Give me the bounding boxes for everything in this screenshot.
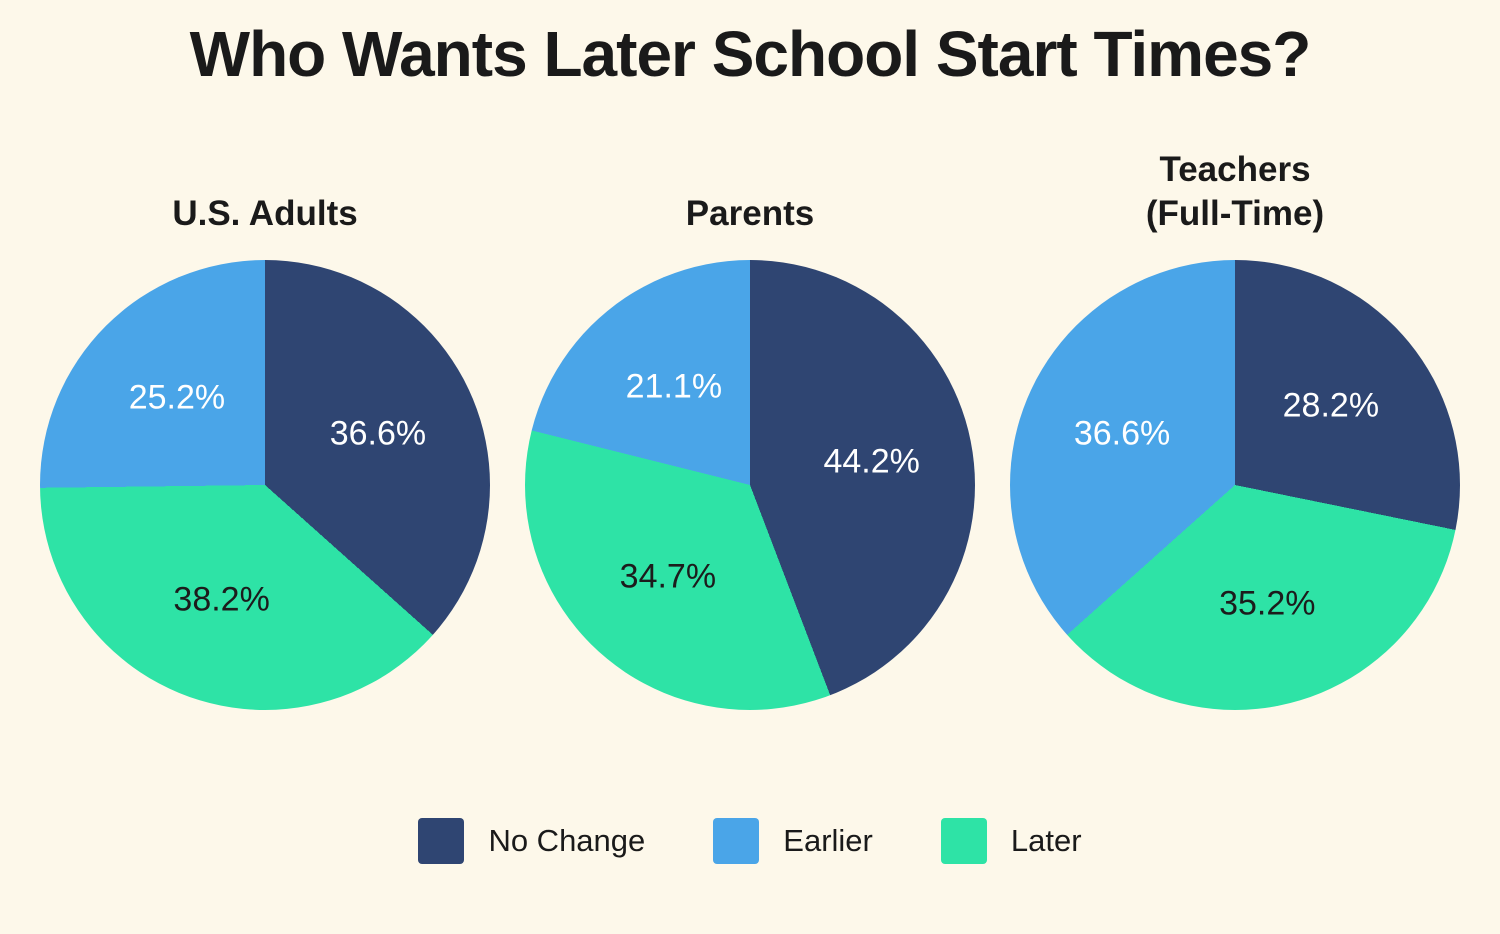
legend-swatch-earlier <box>713 817 760 864</box>
pie-chart-parents: Parents 44.2% 34.7% 21.1% <box>520 140 980 710</box>
legend-item-earlier: Earlier <box>713 817 873 864</box>
pie-us-adults: 36.6% 38.2% 25.2% <box>40 259 490 710</box>
chart-title-box: Parents <box>686 140 814 260</box>
legend-item-no-change: No Change <box>418 817 646 864</box>
slice-label: 28.2% <box>1282 386 1380 425</box>
slice-label: 38.2% <box>173 580 270 619</box>
pie-teachers: 28.2% 35.2% 36.6% <box>1010 259 1460 710</box>
slice-label: 36.6% <box>329 414 427 453</box>
pie-chart-teachers: Teachers (Full-Time) 28.2% 35.2% 36.6% <box>1005 140 1465 710</box>
pie-chart-us-adults: U.S. Adults 36.6% 38.2% 25.2% <box>35 140 495 710</box>
chart-title-box: U.S. Adults <box>172 140 357 260</box>
page-title: Who Wants Later School Start Times? <box>189 18 1312 90</box>
slice-label: 35.2% <box>1219 584 1316 623</box>
pie-parents: 44.2% 34.7% 21.1% <box>525 259 975 710</box>
legend-swatch-no-change <box>418 817 465 864</box>
chart-title-box: Teachers (Full-Time) <box>1146 140 1324 260</box>
legend-item-later: Later <box>940 817 1082 864</box>
legend: No Change Earlier Later <box>0 817 1500 864</box>
slice-label: 25.2% <box>128 378 226 417</box>
chart-title-parents: Parents <box>685 193 815 233</box>
slice-label: 36.6% <box>1073 414 1171 453</box>
legend-label-later: Later <box>1010 822 1082 858</box>
legend-label-no-change: No Change <box>488 822 646 858</box>
chart-title-us-adults: U.S. Adults <box>172 193 358 233</box>
legend-label-earlier: Earlier <box>783 822 873 858</box>
slice-label: 21.1% <box>625 367 723 406</box>
slice-label: 34.7% <box>619 557 717 596</box>
slice-label: 44.2% <box>823 442 920 481</box>
legend-swatch-later <box>940 817 987 864</box>
charts-row: U.S. Adults 36.6% 38.2% 25.2% Parents 44.2… <box>0 140 1500 710</box>
chart-title-teachers: Teachers (Full-Time) <box>1145 150 1325 233</box>
